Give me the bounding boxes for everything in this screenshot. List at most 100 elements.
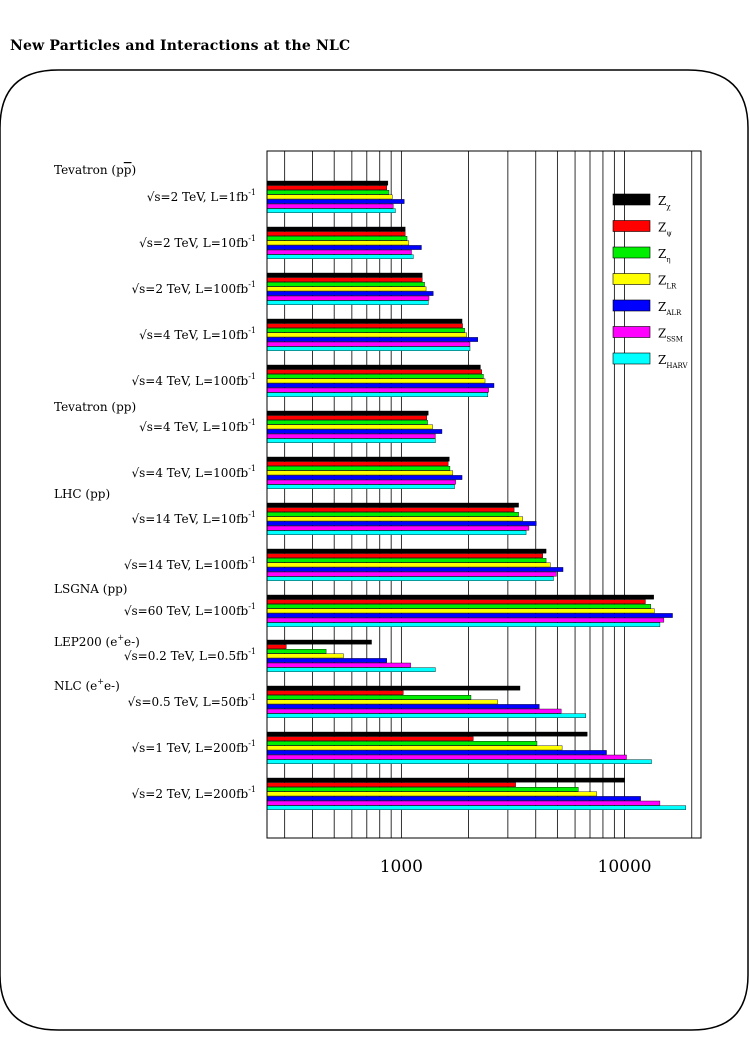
- bar: [266, 374, 484, 379]
- bar: [266, 383, 495, 388]
- legend-sub: LR: [666, 283, 677, 291]
- group-label: √s=0.5 TeV, L=50fb-1: [128, 693, 256, 709]
- bar: [266, 277, 423, 283]
- group-label-text: √s=0.5 TeV, L=50fb: [128, 695, 249, 709]
- bar: [266, 415, 428, 421]
- group-label-sup: -1: [248, 556, 256, 565]
- bar: [266, 644, 287, 649]
- group-label-text: √s=4 TeV, L=100fb: [131, 374, 248, 388]
- bar: [266, 731, 588, 737]
- bar: [266, 699, 498, 705]
- legend-label: ZALR: [658, 300, 682, 317]
- legend-label: Zη: [658, 247, 671, 264]
- bar: [266, 525, 530, 531]
- bar: [266, 777, 625, 783]
- bar: [266, 649, 327, 654]
- bar: [266, 695, 472, 700]
- bar: [266, 364, 481, 370]
- group-label: √s=4 TeV, L=100fb-1: [131, 464, 256, 480]
- group-label-sup: -1: [248, 647, 256, 656]
- group-label-text: √s=4 TeV, L=100fb: [131, 466, 248, 480]
- bar: [266, 240, 410, 246]
- bar: [266, 617, 665, 623]
- bar: [266, 502, 519, 508]
- legend-name: Z: [658, 353, 666, 367]
- bar: [266, 189, 390, 195]
- bar: [266, 387, 489, 393]
- bar: [266, 410, 429, 416]
- header-end: e-): [104, 679, 120, 693]
- bar: [266, 576, 554, 581]
- legend-sub: HARV: [666, 362, 688, 370]
- group-label: √s=14 TeV, L=10fb-1: [131, 510, 256, 526]
- group-label: √s=1 TeV, L=200fb-1: [131, 739, 256, 755]
- legend-sub: ALR: [665, 309, 682, 317]
- bar: [266, 208, 396, 214]
- header-text: NLC (e: [54, 679, 97, 693]
- bar: [266, 328, 465, 333]
- bar: [266, 567, 564, 572]
- bar: [266, 470, 454, 476]
- legend-sub: χ: [666, 203, 671, 211]
- group-label-sup: -1: [248, 510, 256, 519]
- bar: [266, 512, 519, 517]
- bar: [266, 653, 344, 659]
- bar: [266, 323, 463, 329]
- bar: [266, 282, 425, 287]
- x-tick-label: 1000: [380, 857, 423, 877]
- bar: [266, 750, 607, 755]
- bar: [266, 286, 427, 292]
- bar: [266, 249, 412, 255]
- bar: [266, 203, 394, 209]
- bar: [266, 787, 579, 792]
- group-label: √s=4 TeV, L=100fb-1: [131, 372, 256, 388]
- legend-swatch: [612, 352, 651, 365]
- bar: [266, 226, 406, 232]
- category-labels: √s=2 TeV, L=1fb-1√s=2 TeV, L=10fb-1√s=2 …: [54, 163, 256, 801]
- bar: [266, 805, 686, 810]
- group-label-text: √s=2 TeV, L=1fb: [147, 190, 249, 204]
- bar: [266, 420, 428, 425]
- bar: [266, 782, 516, 787]
- bar: [266, 433, 436, 439]
- group-label-text: √s=60 TeV, L=100fb: [124, 604, 249, 618]
- experiment-header: NLC (e+e-): [54, 677, 120, 693]
- bar: [266, 548, 547, 554]
- bar: [266, 613, 673, 618]
- legend-name: Z: [658, 300, 666, 314]
- group-label-text: √s=14 TeV, L=10fb: [131, 512, 248, 526]
- group-label: √s=4 TeV, L=10fb-1: [139, 418, 256, 434]
- header-text: LHC (pp): [54, 487, 110, 501]
- bar: [266, 791, 597, 797]
- bar: [266, 199, 405, 204]
- bar: [266, 318, 463, 324]
- header-sup: +: [97, 677, 104, 686]
- bar: [266, 461, 449, 467]
- page-title: New Particles and Interactions at the NL…: [10, 38, 351, 54]
- bar: [266, 599, 646, 604]
- x-tick-label: 10000: [598, 857, 652, 877]
- group-label-text: √s=0.2 TeV, L=0.5fb: [124, 649, 249, 663]
- bar: [266, 295, 430, 301]
- bar: [266, 741, 538, 746]
- bar: [266, 272, 423, 278]
- header-text: Tevatron (p: [54, 163, 124, 177]
- bar: [266, 484, 455, 490]
- bar: [266, 800, 661, 806]
- bar: [266, 745, 563, 751]
- bar: [266, 300, 429, 306]
- bar: [266, 479, 456, 485]
- group-label: √s=2 TeV, L=200fb-1: [131, 785, 256, 801]
- group-label-sup: -1: [248, 280, 256, 289]
- group-label-sup: -1: [248, 739, 256, 748]
- legend-name: Z: [658, 274, 666, 288]
- bar: [266, 754, 627, 760]
- group-label-text: √s=14 TeV, L=100fb: [124, 558, 249, 572]
- legend-label: Zχ: [658, 194, 671, 211]
- bar: [266, 424, 433, 430]
- legend-name: Z: [658, 327, 666, 341]
- legend-label: ZSSM: [658, 327, 683, 344]
- bar: [266, 245, 422, 250]
- plot-area: [266, 150, 702, 839]
